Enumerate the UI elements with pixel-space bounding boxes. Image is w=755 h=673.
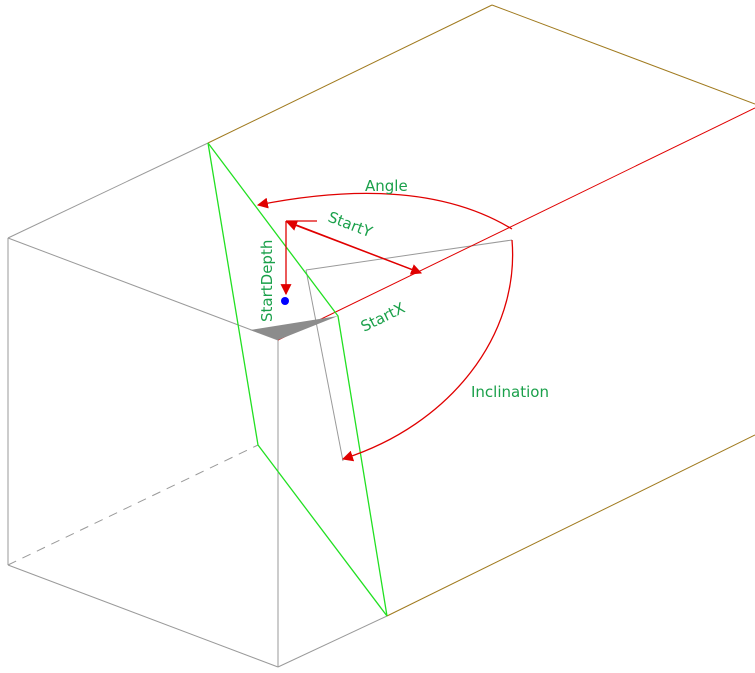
- top-face-edges: [207, 4, 755, 617]
- inclination-label: Inclination: [471, 383, 549, 401]
- start-x-label: StartX: [358, 299, 408, 336]
- cut-plane: [207, 142, 388, 617]
- hidden-edge: [7, 444, 259, 566]
- box-edges: [7, 142, 513, 668]
- inclination-arc: [341, 239, 514, 462]
- angle-arc: [256, 192, 513, 230]
- start-y-back-arrow: [285, 220, 422, 274]
- inclination-reference-line: [305, 239, 513, 271]
- dimension-arrows: [256, 192, 514, 462]
- start-depth-label: StartDepth: [258, 240, 276, 322]
- shaded-corner: [250, 316, 338, 340]
- angle-label: Angle: [365, 177, 408, 195]
- start-x-edge: [277, 107, 755, 341]
- start-point-marker: [281, 297, 289, 305]
- start-y-label: StartY: [326, 208, 376, 242]
